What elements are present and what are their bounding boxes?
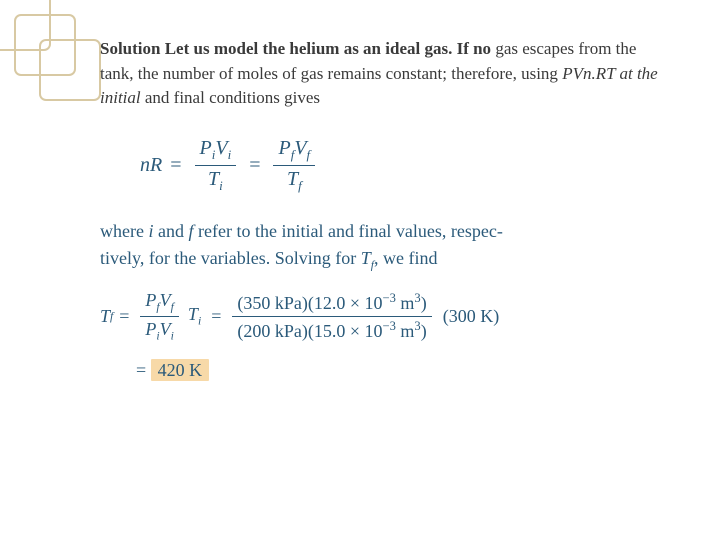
eq1-frac2: PfVf Tf [273, 135, 315, 196]
eq2-big-frac: (350 kPa)(12.0 × 10−3 m3) (200 kPa)(15.0… [232, 289, 431, 344]
content-area: Solution Let us model the helium as an i… [0, 0, 720, 423]
explain-text: where i and f refer to the initial and f… [100, 218, 670, 274]
intro-paragraph: Solution Let us model the helium as an i… [100, 37, 670, 111]
result-highlight: 420 K [151, 359, 210, 381]
result-line: = 420 K [136, 360, 670, 381]
equation-1: nR = PiVi Ti = PfVf Tf [140, 135, 670, 196]
eq1-lhs: nR [140, 154, 162, 177]
intro-text-4: and final conditions gives [141, 88, 320, 107]
equation-2: Tf = PfVf PiVi Ti = (350 kPa)(12.0 × 10−… [100, 288, 670, 381]
eq2-ratio: PfVf PiVi [140, 288, 179, 344]
intro-bold: Solution Let us model the helium as an i… [100, 39, 495, 58]
eq2-trailing: (300 K) [443, 306, 500, 327]
eq1-frac1: PiVi Ti [195, 135, 237, 196]
